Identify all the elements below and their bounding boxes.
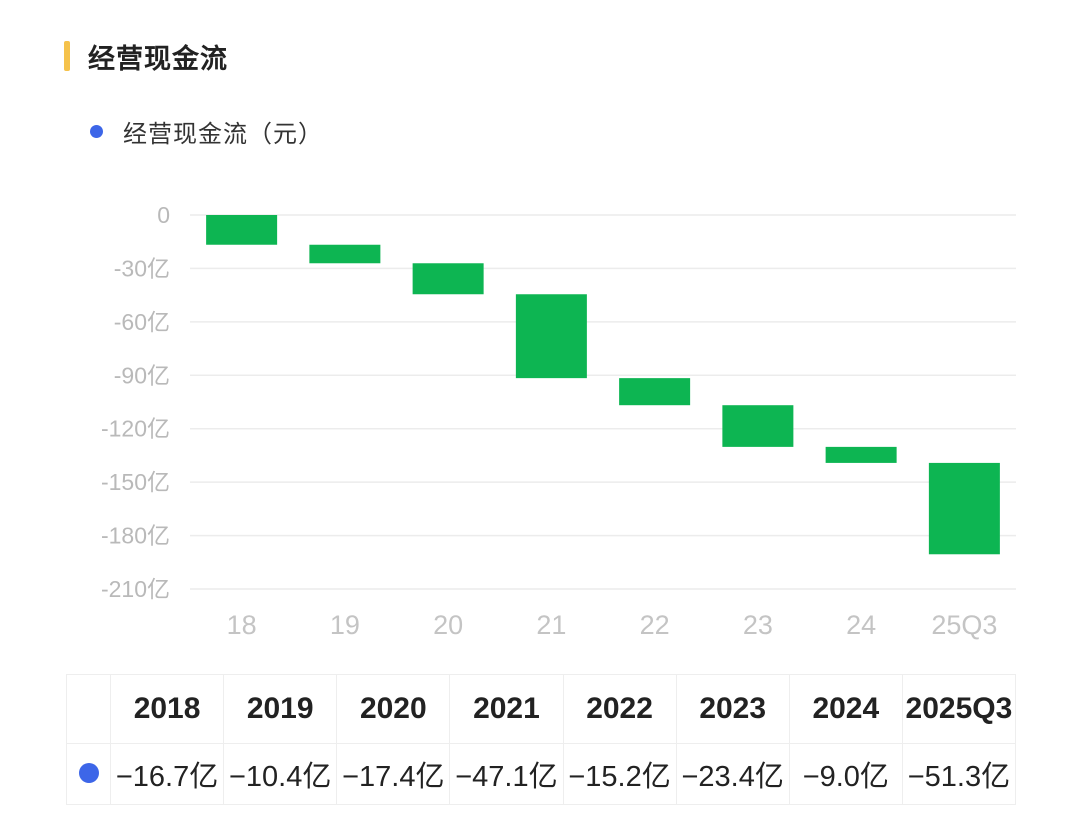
- waterfall-chart: 0 -30亿 -60亿 -90亿 -120亿 -150亿 -180亿 -210亿 18 19 20…: [101, 202, 1016, 640]
- y-tick-label: -150亿: [101, 469, 170, 495]
- chart-legend[interactable]: 经营现金流（元）: [90, 114, 323, 149]
- y-tick-label: -180亿: [101, 523, 170, 549]
- y-tick-label: -210亿: [101, 576, 170, 602]
- data-table: 2018 2019 2020 2021 2022 2023 2024 2025Q…: [66, 674, 1017, 805]
- table-header-cell: 2022: [562, 674, 677, 744]
- y-tick-label: -60亿: [114, 309, 170, 335]
- y-tick-label: -120亿: [101, 416, 170, 442]
- series-dot: [78, 762, 99, 783]
- waterfall-bar[interactable]: [928, 462, 1000, 555]
- table-cell: −10.4亿: [223, 743, 338, 805]
- waterfall-bar[interactable]: [825, 446, 897, 463]
- table-cell: −15.2亿: [562, 743, 677, 805]
- x-tick-label: 18: [227, 610, 257, 640]
- table-header-cell: 2018: [109, 674, 225, 744]
- table-header-cell: 2025Q3: [901, 674, 1017, 744]
- table-cell: −23.4亿: [675, 743, 790, 805]
- waterfall-bar[interactable]: [309, 244, 381, 264]
- table-cell: −17.4亿: [336, 743, 451, 805]
- table-header-cell: 2023: [675, 674, 790, 744]
- waterfall-bar[interactable]: [206, 215, 278, 245]
- table-cell: −47.1亿: [449, 743, 564, 805]
- y-tick-label: -30亿: [114, 255, 170, 281]
- table-header-row: 2018 2019 2020 2021 2022 2023 2024 2025Q…: [66, 674, 1017, 744]
- table-cell: −51.3亿: [901, 743, 1017, 805]
- section-header: 经营现金流: [64, 40, 228, 74]
- legend-marker: [90, 125, 103, 138]
- waterfall-bar[interactable]: [722, 405, 794, 447]
- waterfall-bar[interactable]: [619, 378, 691, 406]
- table-cell: −9.0亿: [788, 743, 903, 805]
- x-tick-label: 22: [640, 610, 670, 640]
- title-accent-bar: [64, 41, 70, 71]
- x-tick-label: 23: [743, 610, 773, 640]
- x-tick-label: 19: [330, 610, 360, 640]
- series-marker-cell: [66, 743, 111, 805]
- x-tick-label: 25Q3: [931, 610, 997, 640]
- waterfall-bar[interactable]: [515, 294, 587, 379]
- table-corner-cell: [66, 674, 111, 744]
- table-header-cell: 2020: [336, 674, 451, 744]
- legend-label: 经营现金流（元）: [123, 121, 323, 148]
- table-cell: −16.7亿: [109, 743, 225, 805]
- x-tick-label: 21: [536, 610, 566, 640]
- table-header-cell: 2021: [449, 674, 564, 744]
- y-tick-label: -90亿: [114, 362, 170, 388]
- table-header-cell: 2019: [223, 674, 338, 744]
- table-header-cell: 2024: [788, 674, 903, 744]
- x-tick-label: 24: [846, 610, 876, 640]
- waterfall-bar[interactable]: [412, 263, 484, 295]
- page-title: 经营现金流: [88, 43, 228, 74]
- x-tick-label: 20: [433, 610, 463, 640]
- table-row: −16.7亿 −10.4亿 −17.4亿 −47.1亿 −15.2亿 −23.4…: [66, 743, 1017, 805]
- y-tick-label: 0: [157, 202, 170, 228]
